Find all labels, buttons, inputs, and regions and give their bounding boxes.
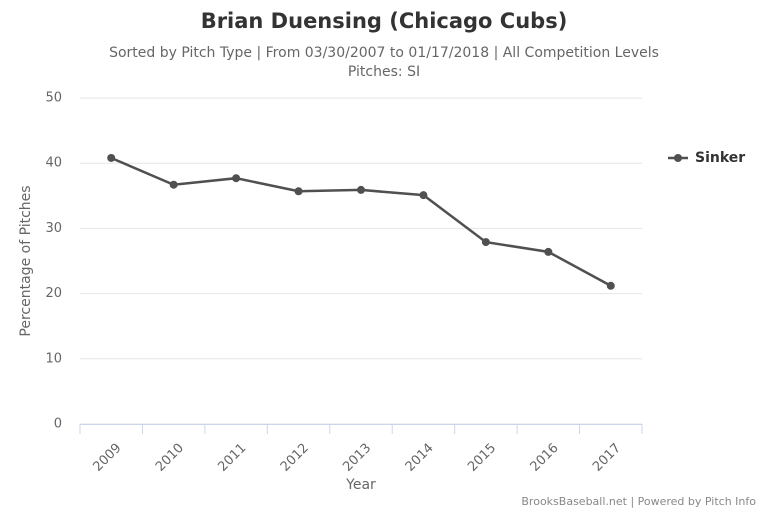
x-tick-label: 2010 — [153, 441, 187, 475]
series-line — [110, 156, 612, 287]
x-tick-label: 2011 — [215, 441, 249, 475]
y-tick-label: 0 — [54, 417, 62, 432]
y-tick-label: 50 — [45, 91, 62, 106]
y-axis-label: Percentage of Pitches — [18, 185, 34, 336]
x-tick-label: 2014 — [403, 441, 437, 475]
point — [357, 185, 365, 194]
chart-title: Brian Duensing (Chicago Cubs) — [201, 9, 568, 33]
x-tick-label: 2009 — [91, 441, 125, 475]
point — [544, 247, 553, 256]
y-tick-label: 20 — [45, 286, 62, 301]
point — [169, 180, 178, 189]
x-tick-label: 2015 — [465, 441, 499, 475]
point — [606, 281, 615, 290]
x-tick-label: 2013 — [340, 441, 374, 475]
credits: BrooksBaseball.net | Powered by Pitch In… — [521, 495, 756, 508]
legend-label: Sinker — [695, 150, 745, 166]
point — [232, 174, 241, 183]
point — [481, 238, 490, 247]
x-tick-label: 2012 — [278, 441, 312, 475]
x-axis-label: Year — [345, 477, 376, 493]
y-tick-label: 10 — [45, 351, 62, 366]
point — [107, 153, 116, 162]
legend-marker — [674, 154, 682, 162]
chart-subtitle: Sorted by Pitch Type | From 03/30/2007 t… — [109, 45, 659, 61]
y-tick-label: 40 — [45, 156, 62, 171]
point — [294, 187, 303, 196]
x-tick-label: 2017 — [590, 441, 624, 475]
x-tick-label: 2016 — [528, 441, 562, 475]
chart-subtitle: Pitches: SI — [348, 64, 420, 80]
y-tick-label: 30 — [45, 221, 62, 236]
point — [419, 191, 428, 200]
